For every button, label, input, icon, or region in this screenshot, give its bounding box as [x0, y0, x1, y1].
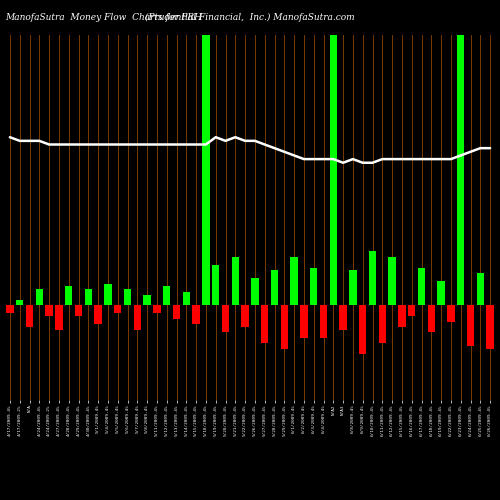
Text: ManofaSutra  Money Flow  Charts for PRH: ManofaSutra Money Flow Charts for PRH: [5, 12, 202, 22]
Bar: [104, 284, 112, 306]
Bar: [242, 306, 249, 327]
Bar: [310, 268, 318, 306]
Bar: [84, 289, 92, 306]
Bar: [6, 306, 14, 314]
Bar: [251, 278, 258, 305]
Bar: [114, 306, 122, 314]
Bar: [428, 306, 435, 332]
Bar: [134, 306, 141, 330]
Bar: [46, 306, 53, 316]
Bar: [75, 306, 82, 316]
Bar: [55, 306, 62, 330]
Bar: [192, 306, 200, 324]
Bar: [212, 265, 220, 306]
Bar: [349, 270, 356, 306]
Bar: [182, 292, 190, 306]
Bar: [359, 306, 366, 354]
Bar: [398, 306, 406, 327]
Bar: [388, 256, 396, 306]
Bar: [300, 306, 308, 338]
Bar: [486, 306, 494, 348]
Bar: [202, 35, 209, 305]
Bar: [447, 306, 454, 322]
Bar: [369, 252, 376, 306]
Bar: [340, 306, 347, 330]
Bar: [36, 289, 43, 306]
Bar: [408, 306, 416, 316]
Bar: [438, 281, 445, 305]
Bar: [232, 256, 239, 306]
Bar: [320, 306, 327, 338]
Bar: [222, 306, 229, 332]
Bar: [163, 286, 170, 306]
Bar: [144, 294, 151, 306]
Bar: [261, 306, 268, 343]
Bar: [124, 289, 131, 306]
Bar: [173, 306, 180, 319]
Bar: [280, 306, 288, 348]
Bar: [65, 286, 72, 306]
Bar: [330, 35, 337, 305]
Bar: [153, 306, 160, 314]
Bar: [418, 268, 425, 306]
Bar: [476, 273, 484, 306]
Bar: [290, 256, 298, 306]
Bar: [378, 306, 386, 343]
Bar: [16, 300, 24, 306]
Bar: [457, 35, 464, 305]
Bar: [467, 306, 474, 346]
Text: (Prudential Financial,  Inc.) ManofaSutra.com: (Prudential Financial, Inc.) ManofaSutra…: [145, 12, 355, 22]
Bar: [94, 306, 102, 324]
Bar: [26, 306, 33, 327]
Bar: [271, 270, 278, 306]
